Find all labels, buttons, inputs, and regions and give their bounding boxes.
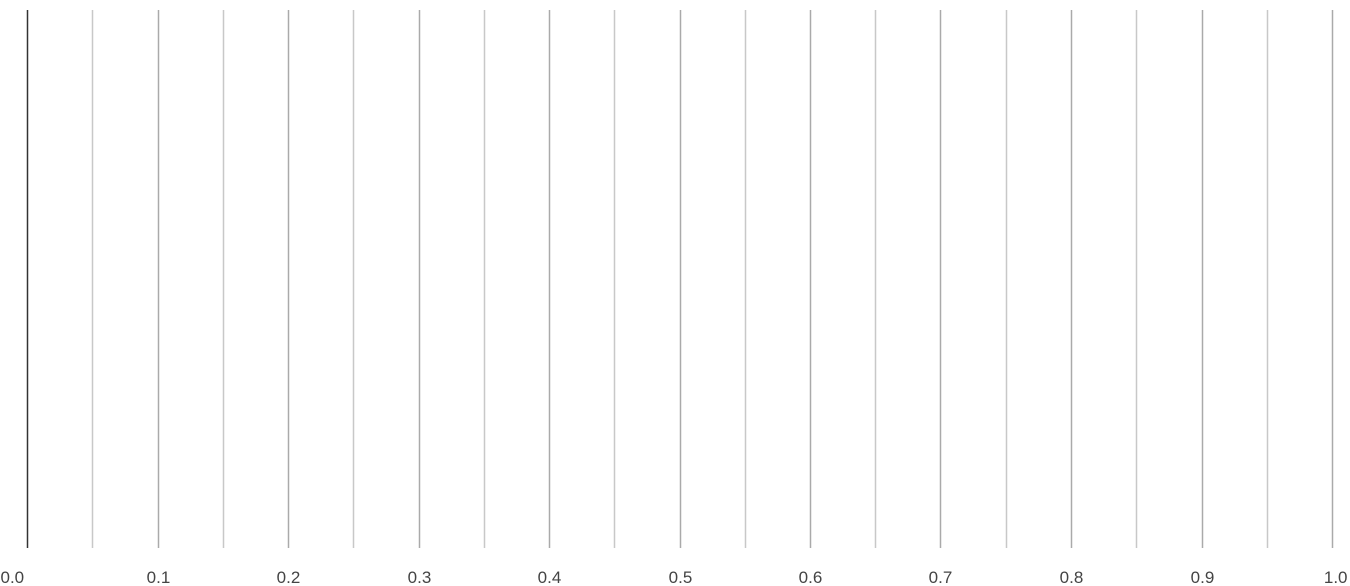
x-tick-label: 0.3 — [408, 568, 432, 586]
x-tick-label: 0.7 — [929, 568, 953, 586]
x-tick-label: 1.0 — [1324, 568, 1348, 586]
x-tick-label: 0.6 — [799, 568, 823, 586]
x-tick-label: 0.4 — [538, 568, 562, 586]
x-tick-label: 0.0 — [1, 568, 25, 586]
x-tick-label: 0.8 — [1060, 568, 1084, 586]
x-tick-label: 0.5 — [669, 568, 693, 586]
x-tick-label: 0.2 — [277, 568, 301, 586]
grid-layer — [26, 10, 1334, 548]
x-tick-label: 0.1 — [147, 568, 171, 586]
x-tick-label: 0.9 — [1191, 568, 1215, 586]
x-axis-tick-labels: 0.0 0.1 0.2 0.3 0.4 0.5 0.6 0.7 0.8 0.9 1.0 — [1, 568, 1348, 586]
